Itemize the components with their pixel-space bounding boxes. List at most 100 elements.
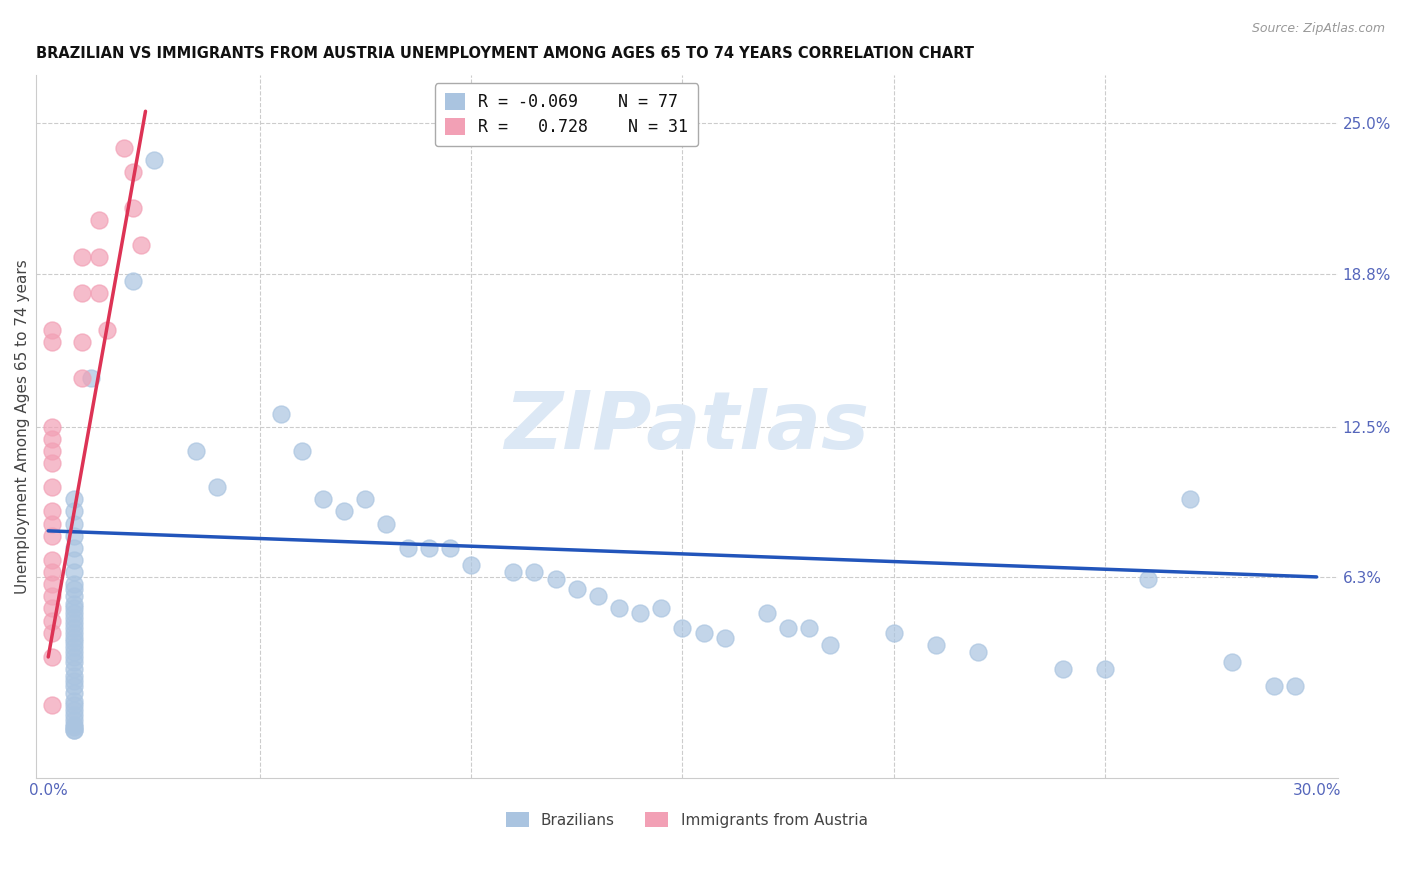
Point [41, 504, 63, 518]
Point [62, 708, 84, 723]
Point [41, 698, 63, 713]
Point [41, 614, 63, 628]
Point [586, 590, 609, 604]
Text: Source: ZipAtlas.com: Source: ZipAtlas.com [1251, 22, 1385, 36]
Point [186, 443, 208, 458]
Point [883, 625, 905, 640]
Point [62, 645, 84, 659]
Point [62, 635, 84, 649]
Point [607, 601, 630, 615]
Point [41, 625, 63, 640]
Point [713, 631, 735, 645]
Point [121, 274, 143, 288]
Point [1220, 655, 1243, 669]
Point [41, 590, 63, 604]
Point [270, 408, 292, 422]
Point [70, 250, 93, 264]
Point [62, 553, 84, 567]
Point [62, 713, 84, 727]
Point [41, 322, 63, 336]
Point [354, 492, 377, 507]
Point [41, 443, 63, 458]
Point [129, 237, 152, 252]
Point [41, 577, 63, 591]
Point [41, 456, 63, 470]
Point [62, 631, 84, 645]
Point [121, 201, 143, 215]
Point [96, 322, 118, 336]
Point [1263, 679, 1285, 693]
Point [41, 553, 63, 567]
Point [523, 565, 546, 579]
Point [62, 621, 84, 635]
Point [70, 334, 93, 349]
Point [62, 529, 84, 543]
Point [62, 611, 84, 625]
Point [502, 565, 524, 579]
Point [87, 250, 110, 264]
Point [41, 432, 63, 446]
Point [62, 590, 84, 604]
Point [1178, 492, 1201, 507]
Point [396, 541, 419, 555]
Point [62, 516, 84, 531]
Point [460, 558, 482, 572]
Point [62, 669, 84, 683]
Point [1136, 572, 1159, 586]
Point [62, 718, 84, 732]
Point [1284, 679, 1306, 693]
Point [87, 286, 110, 301]
Point [142, 153, 165, 167]
Point [41, 419, 63, 434]
Point [62, 723, 84, 737]
Point [70, 371, 93, 385]
Point [418, 541, 440, 555]
Point [62, 693, 84, 707]
Point [62, 686, 84, 700]
Point [692, 625, 714, 640]
Point [62, 698, 84, 713]
Point [62, 720, 84, 734]
Point [62, 541, 84, 555]
Point [41, 650, 63, 665]
Point [650, 601, 672, 615]
Point [41, 529, 63, 543]
Point [62, 679, 84, 693]
Point [70, 286, 93, 301]
Point [62, 492, 84, 507]
Point [291, 443, 314, 458]
Point [62, 577, 84, 591]
Point [62, 504, 84, 518]
Point [41, 565, 63, 579]
Point [756, 607, 779, 621]
Point [62, 723, 84, 737]
Point [87, 213, 110, 227]
Text: ZIPatlas: ZIPatlas [505, 387, 869, 466]
Point [820, 638, 842, 652]
Point [41, 334, 63, 349]
Point [62, 582, 84, 596]
Point [62, 597, 84, 611]
Point [62, 615, 84, 630]
Point [41, 601, 63, 615]
Point [62, 607, 84, 621]
Point [41, 516, 63, 531]
Point [439, 541, 461, 555]
Point [207, 480, 229, 494]
Point [628, 607, 651, 621]
Point [62, 601, 84, 615]
Point [1094, 662, 1116, 676]
Point [925, 638, 948, 652]
Text: BRAZILIAN VS IMMIGRANTS FROM AUSTRIA UNEMPLOYMENT AMONG AGES 65 TO 74 YEARS CORR: BRAZILIAN VS IMMIGRANTS FROM AUSTRIA UNE… [35, 46, 973, 62]
Point [375, 516, 398, 531]
Point [565, 582, 588, 596]
Point [79, 371, 101, 385]
Point [62, 650, 84, 665]
Point [112, 141, 135, 155]
Point [778, 621, 800, 635]
Point [41, 480, 63, 494]
Y-axis label: Unemployment Among Ages 65 to 74 years: Unemployment Among Ages 65 to 74 years [15, 260, 30, 594]
Point [62, 655, 84, 669]
Point [62, 640, 84, 655]
Point [62, 662, 84, 676]
